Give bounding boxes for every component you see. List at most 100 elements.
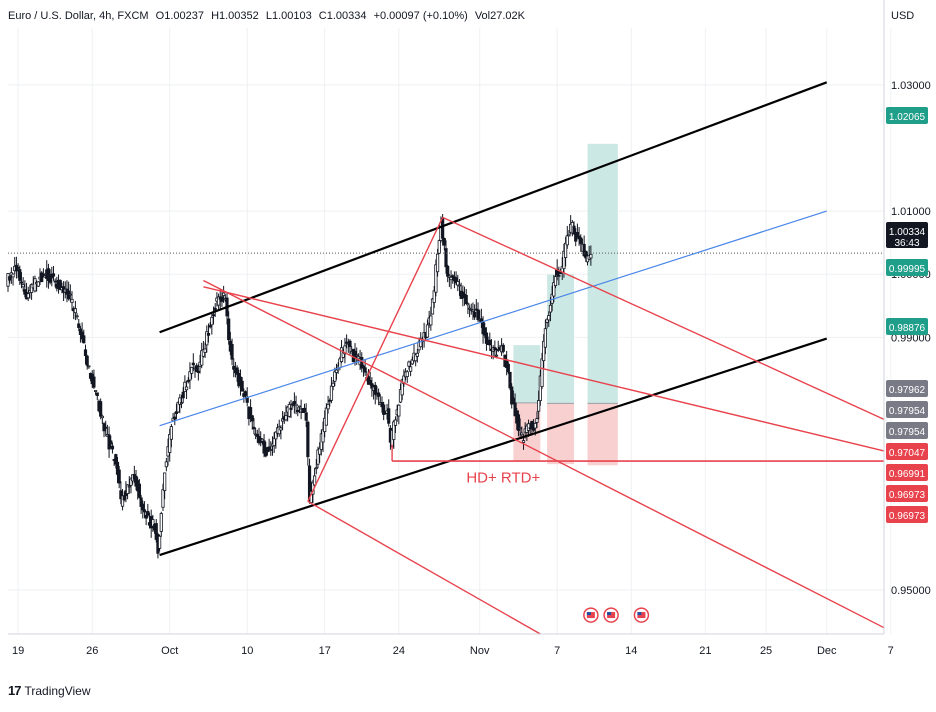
candle [329,376,334,404]
candle-body [200,350,204,366]
candle-body [582,243,586,257]
candle-body [21,284,25,288]
x-tick-label: 14 [625,645,637,657]
candle-body [425,324,430,338]
candle [469,303,473,315]
candle-body [333,371,337,382]
candle [184,380,189,400]
candle-body [40,272,44,283]
candle-body [360,357,364,369]
candle [294,395,298,415]
candle-body [432,290,436,303]
y-tick-label: 1.03000 [891,80,931,92]
candle-body [508,371,512,389]
candle [506,361,510,374]
candle [447,273,451,288]
candle-body [343,345,347,355]
price-label-box [886,506,928,523]
pitchfork-median-line [203,279,885,629]
candle-body [83,349,88,356]
candle-body [144,514,148,519]
price-label-neutral: 0.97954 [886,401,928,418]
candle [493,340,497,358]
tradingview-logo-icon: 17 [8,683,22,698]
candle-body [68,293,72,296]
channel-lower-line [159,337,828,557]
candle [425,319,430,338]
candle-body [206,332,211,336]
price-label-profit: 0.98876 [886,318,928,335]
candle [169,424,174,448]
candle-body [8,276,12,281]
candle [188,362,192,390]
candle-body [240,380,244,392]
candle [564,236,568,267]
candle-body [163,472,167,491]
candle-body [284,415,288,421]
y-tick-label: 0.95000 [891,585,931,597]
price-label-box [886,443,928,460]
candle-body [195,365,199,373]
candle [100,414,104,424]
candle-body [137,483,141,498]
hd-rtd-annotation: HD+ RTD+ [466,470,540,487]
candle-body [230,344,234,360]
channel-midline [159,210,827,427]
candle-body [520,432,524,436]
candle-body [494,354,499,357]
x-tick-label: 17 [319,645,331,657]
candle [73,300,77,321]
candle [575,223,580,238]
candle [565,225,569,249]
candle-body [493,347,497,351]
currency-label: USD [891,10,915,22]
candle-body [449,276,453,281]
candle [87,365,91,369]
x-tick-label: 24 [393,645,405,657]
pitchfork-lower-tine [307,500,541,635]
candle-body [265,449,270,453]
candle-body [190,366,194,374]
price-label-value: 0.97954 [889,427,926,438]
candle-body [122,495,126,501]
candle-body [191,362,195,366]
candle-body [82,335,86,344]
candle-body [16,267,20,269]
candle-body [94,390,98,392]
candle [99,398,103,420]
candle-body [564,242,568,258]
candle-body [287,404,291,417]
candle-body [543,328,547,348]
candle-body [442,238,446,246]
tradingview-branding[interactable]: 17 TradingView [8,683,91,698]
candle [467,305,472,318]
candle-body [324,407,328,426]
candle-body [159,513,163,532]
legend-low: L1.00103 [265,10,312,22]
candle [109,435,113,449]
candle-body [567,234,571,237]
candle [488,332,492,351]
price-label-value: 0.96973 [889,490,926,501]
candle [306,420,310,466]
pitchfork-handle [307,217,444,502]
candle [213,303,217,317]
candle-body [407,361,411,367]
candle [429,306,433,331]
candle-body [547,315,551,321]
candle [252,418,256,435]
candle [163,472,167,500]
legend-close: C1.00334 [318,10,367,22]
candle-body [210,316,214,326]
candle-body [279,427,283,431]
candle-body [11,273,15,278]
candle [508,371,512,390]
price-label-box [886,259,928,276]
price-label-loss: 0.96991 [886,464,928,481]
legend-symbol: Euro / U.S. Dollar, 4h, FXCM [8,10,149,22]
candle-body [169,426,174,440]
symbol-legend: Euro / U.S. Dollar, 4h, FXCM O1.00237 H1… [8,10,529,22]
candle [437,239,441,254]
candle-body [363,367,367,373]
